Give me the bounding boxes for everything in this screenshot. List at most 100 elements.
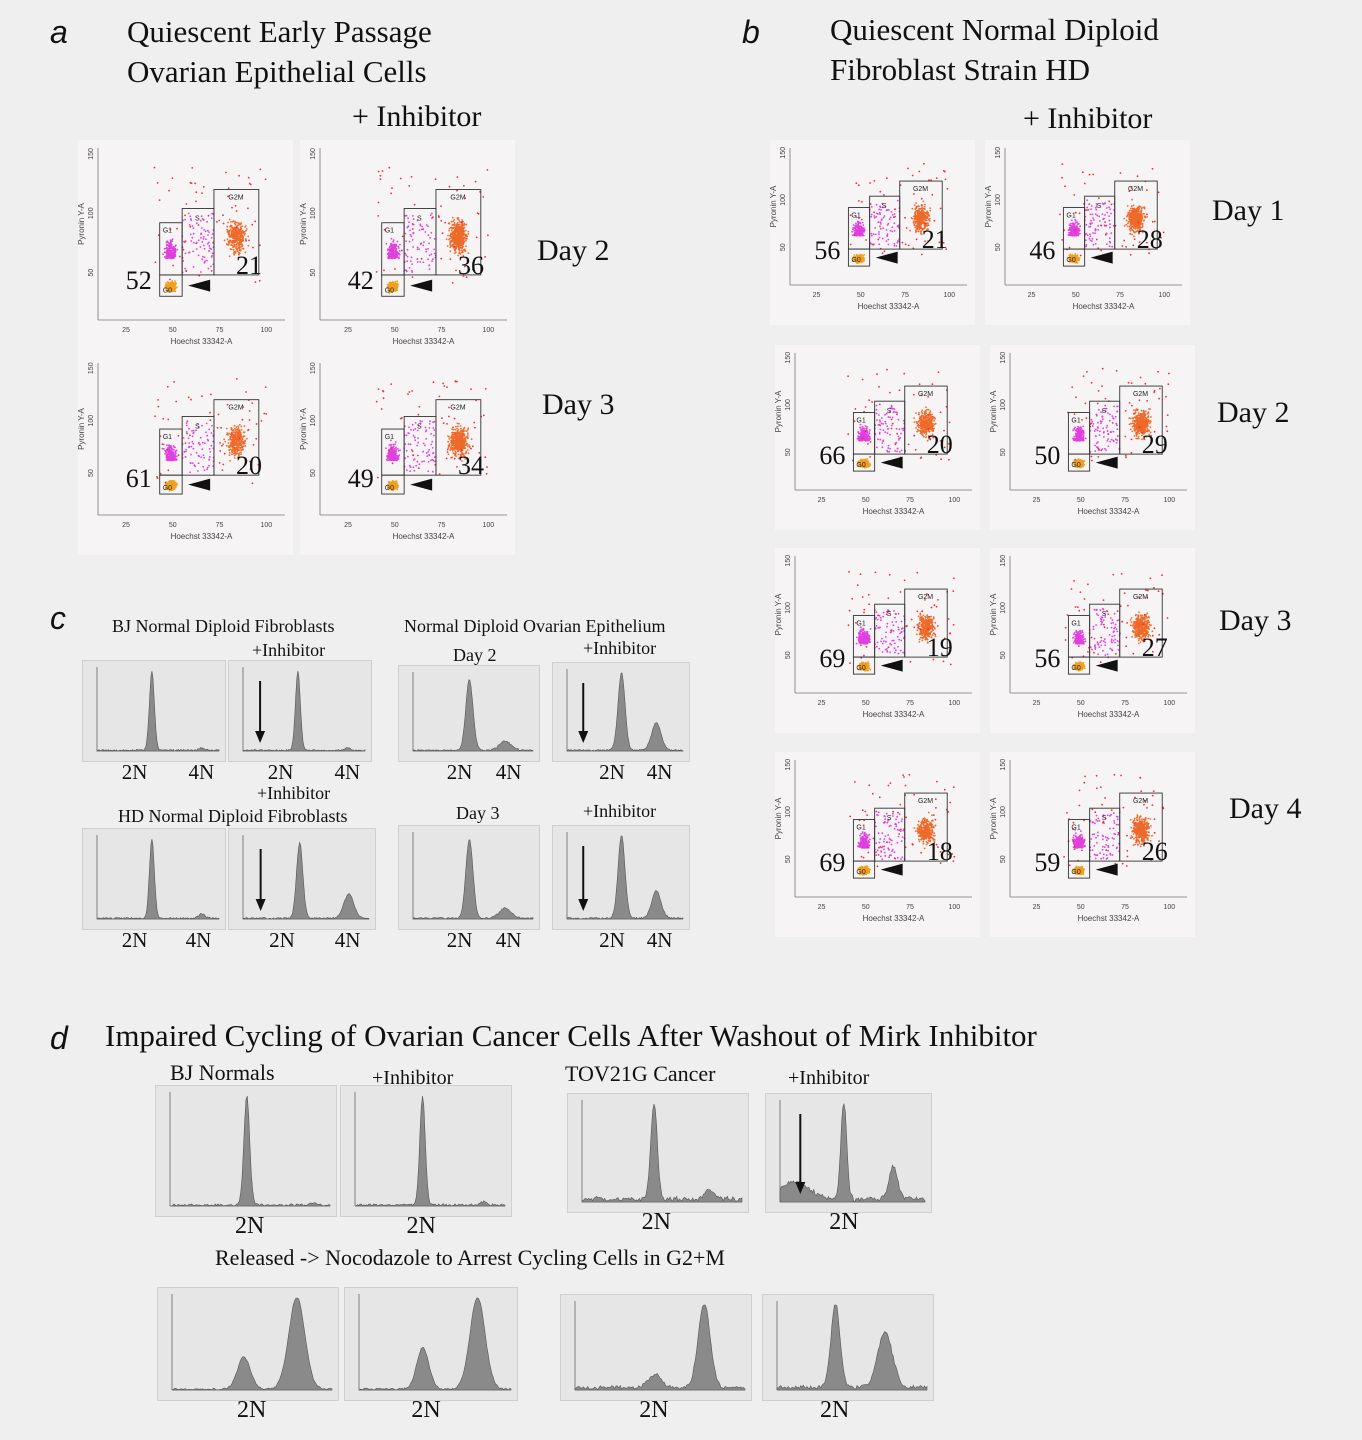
label-4n: 4N bbox=[185, 928, 212, 952]
scatter-dots bbox=[154, 378, 268, 492]
scatter-dots bbox=[1067, 367, 1170, 469]
panel-c-bj-title: BJ Normal Diploid Fibroblasts bbox=[112, 616, 335, 636]
x-tick-label: 25 bbox=[1033, 497, 1041, 504]
g2m-gate bbox=[213, 399, 260, 476]
y-tick-label: 150 bbox=[310, 148, 317, 160]
y-tick-label: 100 bbox=[1000, 806, 1007, 818]
x-tick-label: 50 bbox=[391, 327, 399, 334]
label-2n: 2N bbox=[411, 1397, 441, 1423]
plot-background bbox=[990, 548, 1195, 733]
panel-b-letter: b bbox=[742, 14, 760, 50]
g2m-gate bbox=[435, 399, 482, 476]
panel-c-bj-inhibitor: +Inhibitor bbox=[252, 640, 326, 660]
histogram-c-ov-d2-inh bbox=[552, 662, 690, 762]
scatter-dots bbox=[153, 166, 267, 293]
g0-gate-label: G0 bbox=[385, 287, 394, 294]
label-2n: 2N bbox=[599, 760, 625, 784]
panel-a-title-line2: Ovarian Epithelial Cells bbox=[127, 54, 427, 89]
g2m-gate bbox=[904, 588, 948, 658]
panel-c-ovarian-title: Normal Diploid Ovarian Epithelium bbox=[404, 616, 666, 636]
g2m-gate-label: G2M bbox=[450, 195, 465, 202]
g1-gate-label: G1 bbox=[163, 434, 172, 441]
hist-curve bbox=[412, 679, 534, 752]
x-tick-label: 75 bbox=[216, 522, 224, 529]
s-gate-label: S bbox=[195, 215, 200, 222]
arrow-icon bbox=[1095, 863, 1118, 876]
label-4n: 4N bbox=[495, 760, 522, 784]
hist-curve bbox=[96, 670, 220, 752]
hist-curve bbox=[242, 841, 370, 920]
label-2n: 2N bbox=[267, 760, 294, 784]
y-axis-label: Pyronin Y-A bbox=[989, 593, 998, 635]
x-tick-label: 100 bbox=[948, 700, 960, 707]
x-axis-label: Hoechst 33342-A bbox=[863, 710, 925, 719]
g2m-gate bbox=[899, 180, 943, 250]
g0-gate-label: G0 bbox=[856, 462, 865, 469]
label-4n: 4N bbox=[334, 928, 361, 952]
x-tick-label: 50 bbox=[1072, 292, 1080, 299]
y-tick-label: 100 bbox=[88, 207, 95, 219]
hist-curve bbox=[566, 672, 684, 752]
x-tick-label: 100 bbox=[1158, 292, 1170, 299]
x-tick-label: 75 bbox=[906, 904, 914, 911]
y-tick-label: 150 bbox=[785, 555, 792, 567]
y-tick-label: 100 bbox=[310, 207, 317, 219]
g0-gate-label: G0 bbox=[851, 257, 860, 264]
g0-percent: 66 bbox=[819, 441, 846, 471]
plot-background bbox=[78, 140, 293, 360]
panel-d-tov-inhibitor: +Inhibitor bbox=[788, 1067, 870, 1089]
y-tick-label: 50 bbox=[88, 469, 95, 477]
histogram-d-bj bbox=[155, 1085, 337, 1217]
g2m-gate bbox=[904, 385, 948, 455]
x-axis-label: Hoechst 33342-A bbox=[863, 914, 925, 923]
y-tick-label: 50 bbox=[310, 269, 317, 277]
y-tick-label: 150 bbox=[1000, 759, 1007, 771]
label-4n: 4N bbox=[495, 928, 522, 952]
g2m-gate bbox=[435, 189, 482, 276]
y-tick-label: 100 bbox=[785, 399, 792, 411]
g0-gate-label: G0 bbox=[385, 485, 394, 492]
panel-d-bj-inhibitor: +Inhibitor bbox=[372, 1067, 454, 1089]
y-tick-label: 100 bbox=[785, 806, 792, 818]
panel-c-ov-inhibitor-2: +Inhibitor bbox=[583, 801, 657, 821]
hist-curve bbox=[169, 1095, 331, 1207]
g0-gate-label: G0 bbox=[163, 287, 172, 294]
g2m-percent: 19 bbox=[926, 633, 953, 663]
panel-a-title-line1: Quiescent Early Passage bbox=[127, 14, 432, 49]
label-2n: 2N bbox=[820, 1397, 850, 1423]
arrow-icon bbox=[410, 279, 433, 292]
plot-background bbox=[775, 752, 980, 937]
hist-curve bbox=[171, 1297, 333, 1391]
x-tick-label: 50 bbox=[862, 904, 870, 911]
hist-curve bbox=[412, 839, 534, 920]
plot-background bbox=[775, 548, 980, 733]
g0-percent: 59 bbox=[1034, 848, 1061, 878]
g2m-percent: 21 bbox=[235, 250, 262, 280]
flow-plot-b-6: 25 50 75 100 50 100 150 Hoechst 33342-A Pyronin … bbox=[989, 548, 1195, 733]
x-tick-label: 50 bbox=[391, 522, 399, 529]
label-2n: 2N bbox=[829, 1209, 859, 1235]
g2m-gate-label: G2M bbox=[1133, 594, 1148, 601]
plot-background bbox=[990, 752, 1195, 937]
arrow-icon bbox=[410, 478, 433, 491]
x-axis-label: Hoechst 33342-A bbox=[1073, 302, 1135, 311]
g0-gate-label: G0 bbox=[1071, 462, 1080, 469]
plot-background bbox=[300, 355, 515, 555]
x-tick-label: 25 bbox=[122, 522, 130, 529]
plot-background bbox=[770, 140, 975, 325]
g0-percent: 69 bbox=[819, 848, 846, 878]
y-tick-label: 50 bbox=[310, 469, 317, 477]
y-axis-label: Pyronin Y-A bbox=[774, 390, 783, 432]
hist-curve bbox=[776, 1304, 928, 1391]
flow-plot-b-8: 25 50 75 100 50 100 150 Hoechst 33342-A Pyronin … bbox=[989, 752, 1195, 937]
y-tick-label: 50 bbox=[780, 243, 787, 251]
y-tick-label: 150 bbox=[310, 362, 317, 374]
label-2n: 2N bbox=[235, 1213, 265, 1239]
s-gate-label: S bbox=[1097, 203, 1102, 210]
y-tick-label: 150 bbox=[785, 352, 792, 364]
panel-b-day3-label: Day 3 bbox=[1219, 604, 1292, 637]
y-tick-label: 50 bbox=[88, 269, 95, 277]
label-4n: 4N bbox=[646, 760, 673, 784]
x-tick-label: 100 bbox=[1163, 700, 1175, 707]
g2m-gate bbox=[1119, 588, 1163, 658]
